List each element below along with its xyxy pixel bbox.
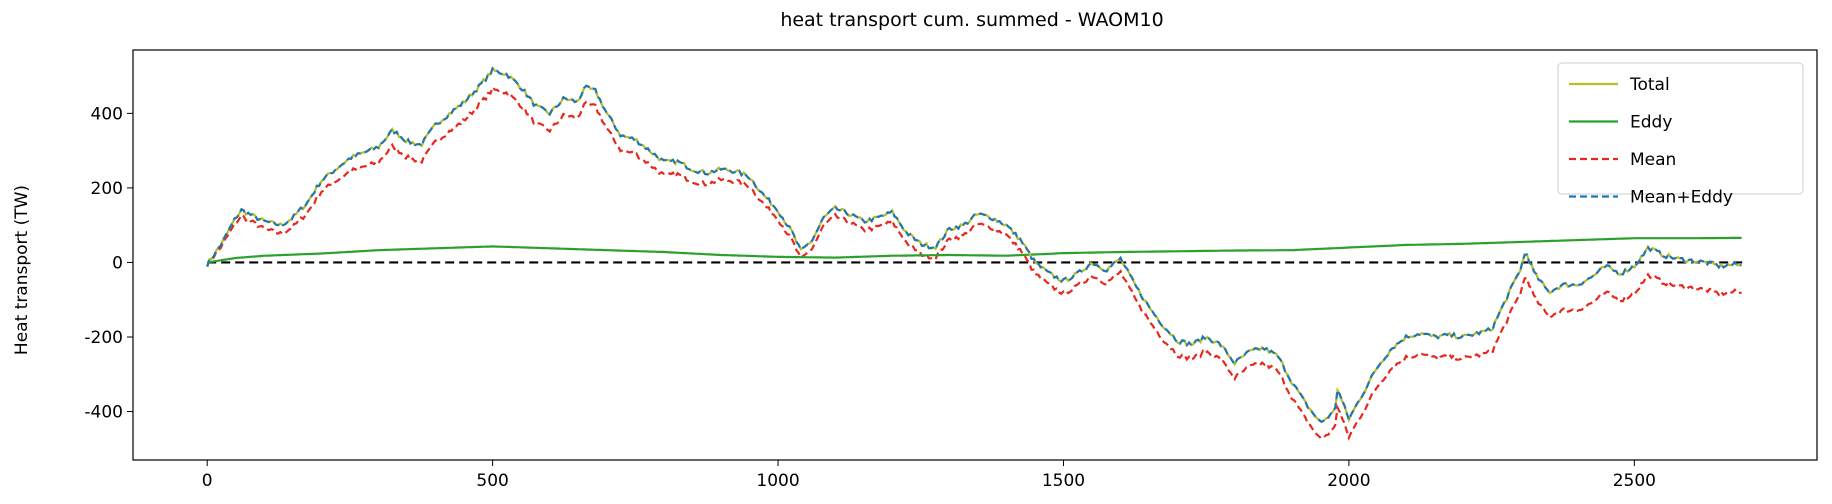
series-mean <box>206 85 1742 441</box>
y-axis-label: Heat transport (TW) <box>12 185 32 355</box>
y-tick-label: -400 <box>84 403 123 423</box>
y-tick-label: -200 <box>84 328 123 348</box>
legend: Total Eddy Mean Mean+Eddy <box>1557 62 1804 208</box>
legend-label: Mean <box>1630 150 1676 170</box>
x-tick-label: 0 <box>202 471 213 491</box>
y-tick-label: 400 <box>91 104 123 124</box>
legend-box <box>1557 62 1804 195</box>
x-tick-label: 1500 <box>1042 471 1085 491</box>
legend-label: Total <box>1629 75 1670 95</box>
y-tick-label: 0 <box>112 253 123 273</box>
chart-title: heat transport cum. summed - WAOM10 <box>780 9 1163 31</box>
x-tick-label: 2000 <box>1327 471 1370 491</box>
series-eddy <box>207 236 1742 264</box>
legend-label: Eddy <box>1630 113 1672 133</box>
plot-frame <box>132 49 1818 461</box>
series-total <box>206 66 1742 424</box>
x-tick-label: 2500 <box>1613 471 1656 491</box>
legend-label: Mean+Eddy <box>1630 188 1733 208</box>
y-tick-label: 200 <box>91 179 123 199</box>
x-tick-label: 500 <box>476 471 508 491</box>
series-mean-plus-eddy <box>206 66 1742 424</box>
x-tick-label: 1000 <box>756 471 799 491</box>
